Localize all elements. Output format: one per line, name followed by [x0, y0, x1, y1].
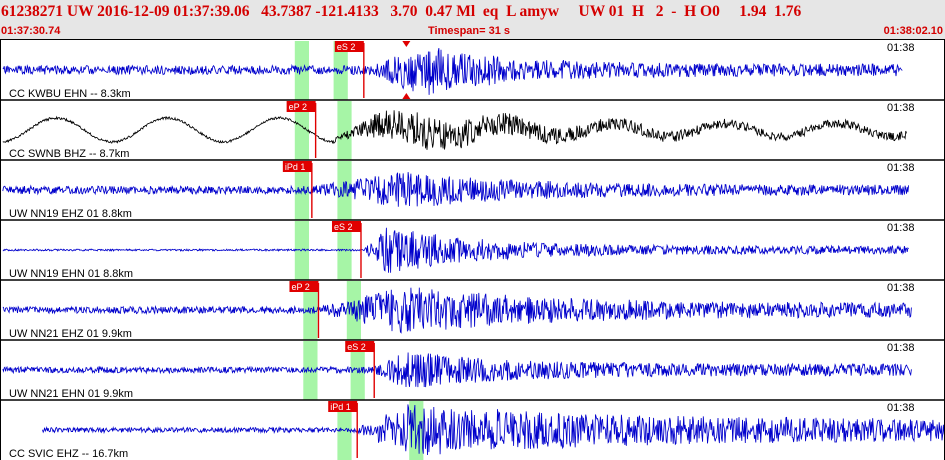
time-window[interactable]	[337, 101, 352, 160]
pick-label: eS 2	[347, 342, 366, 352]
station-label: CC KWBU EHN -- 8.3km	[9, 88, 131, 100]
time-mark: 01:38	[887, 42, 915, 54]
time-window[interactable]	[294, 101, 309, 160]
waveform	[42, 404, 945, 456]
marker-triangle-top	[402, 41, 411, 47]
time-mark: 01:38	[887, 402, 915, 414]
waveform	[2, 352, 912, 388]
time-mark: 01:38	[887, 222, 915, 234]
waveform	[2, 110, 907, 150]
time-mark: 01:38	[887, 102, 915, 114]
pick-label: eS 2	[337, 42, 356, 52]
station-label: CC SVIC EHZ -- 16.7km	[9, 448, 128, 460]
waveform	[2, 172, 910, 207]
start-time: 01:37:30.74	[1, 25, 61, 37]
trace-panel[interactable]: iPd 1 01:38 CC SVIC EHZ -- 16.7km	[0, 399, 945, 460]
waveform	[2, 48, 903, 95]
station-label: UW NN21 EHZ 01 9.9km	[9, 328, 132, 340]
station-label: UW NN21 EHN 01 9.9km	[9, 388, 133, 400]
pick-label: eP 2	[291, 282, 309, 292]
station-label: CC SWNB BHZ -- 8.7km	[9, 148, 129, 160]
marker-triangle-bottom	[402, 93, 411, 99]
time-mark: 01:38	[887, 342, 915, 354]
trace-panel[interactable]: eS 2 01:38 CC KWBU EHN -- 8.3km	[2, 41, 915, 100]
event-header: 61238271 UW 2016-12-09 01:37:39.06 43.73…	[0, 0, 945, 40]
pick-flag[interactable]	[286, 101, 316, 112]
pick-flag[interactable]	[334, 41, 364, 52]
pick-flag[interactable]	[345, 341, 375, 352]
trace-panel[interactable]: eS 2 01:38 UW NN21 EHN 01 9.9km	[0, 339, 945, 400]
time-window[interactable]	[409, 401, 424, 460]
pick-label: iPd 1	[285, 162, 306, 172]
seismogram-panels[interactable]: eS 2 01:38 CC KWBU EHN -- 8.3km eP 2 01:38 CC…	[0, 40, 945, 460]
seismogram-canvas[interactable]: eS 2 01:38 CC KWBU EHN -- 8.3km eP 2 01:38 CC…	[0, 40, 945, 460]
pick-flag[interactable]	[331, 221, 361, 232]
pick-label: iPd 1	[330, 402, 351, 412]
trace-panel[interactable]: eP 2 01:38 UW NN21 EHZ 01 9.9km	[0, 279, 945, 340]
end-time: 01:38:02.10	[883, 25, 943, 37]
pick-label: eP 2	[289, 102, 307, 112]
time-window[interactable]	[294, 161, 309, 220]
timespan-label: Timespan= 31 s	[428, 25, 511, 37]
waveform	[2, 227, 909, 273]
pick-label: eS 2	[334, 222, 353, 232]
pick-flag[interactable]	[289, 281, 319, 292]
pick-flag[interactable]	[328, 401, 358, 412]
pick-flag[interactable]	[282, 161, 312, 172]
waveform	[2, 287, 912, 334]
time-window[interactable]	[337, 221, 352, 280]
trace-panel[interactable]: eP 2 01:38 CC SWNB BHZ -- 8.7km	[0, 99, 945, 160]
event-summary: 61238271 UW 2016-12-09 01:37:39.06 43.73…	[1, 3, 802, 20]
trace-panel[interactable]: eS 2 01:38 UW NN19 EHN 01 8.8km	[0, 219, 945, 280]
station-label: UW NN19 EHZ 01 8.8km	[9, 208, 132, 220]
time-mark: 01:38	[887, 162, 915, 174]
time-mark: 01:38	[887, 282, 915, 294]
trace-panel[interactable]: iPd 1 01:38 UW NN19 EHZ 01 8.8km	[0, 159, 945, 220]
station-label: UW NN19 EHN 01 8.8km	[9, 268, 133, 280]
